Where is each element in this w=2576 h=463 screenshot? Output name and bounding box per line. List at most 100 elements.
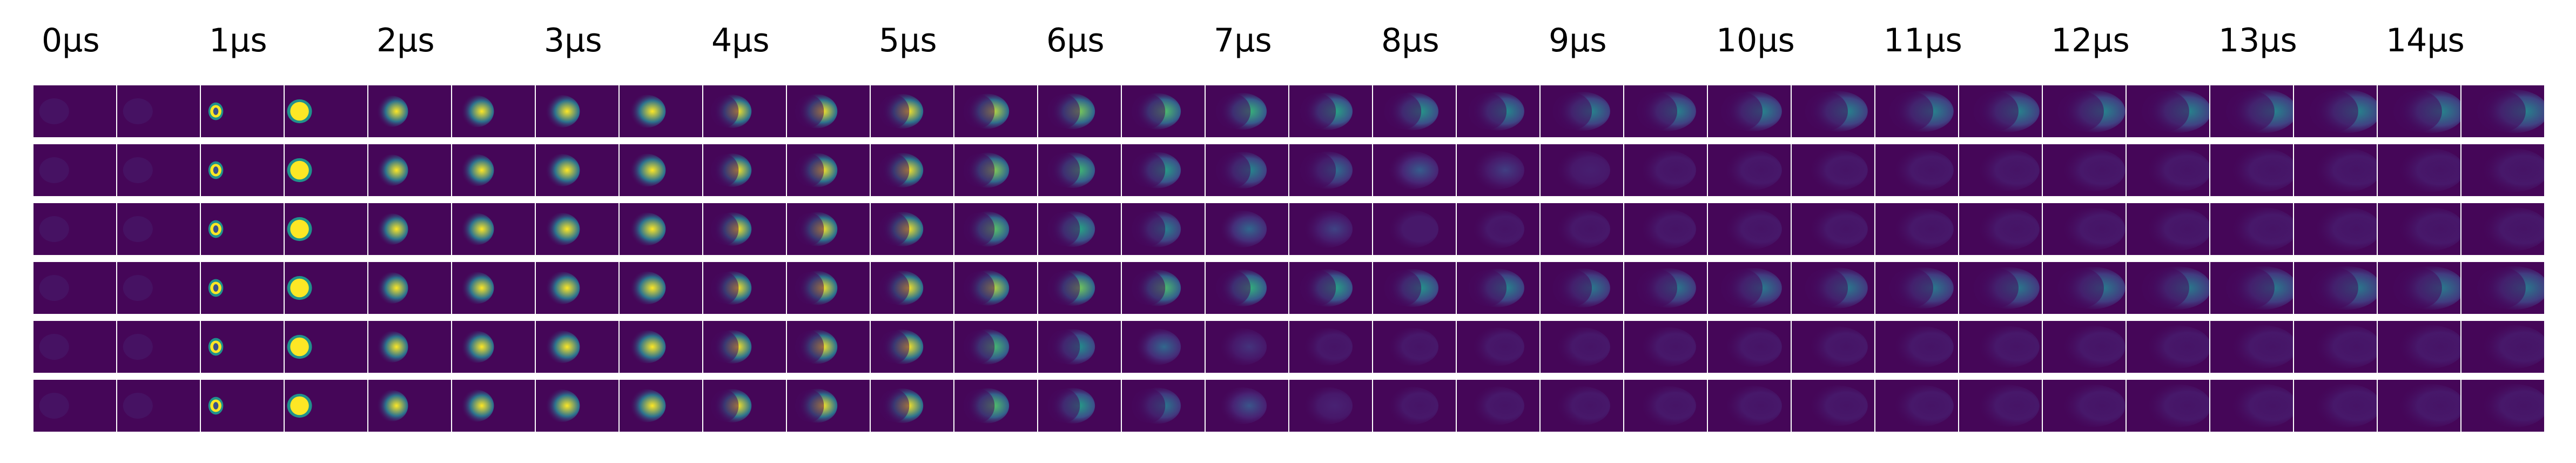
frame-image: [1875, 85, 1958, 137]
frame-image: [536, 380, 618, 432]
frame-image: [368, 262, 451, 314]
frame-image: [2043, 203, 2126, 255]
frame-image: [1792, 203, 1874, 255]
frame-image: [33, 203, 116, 255]
frame-image: [2378, 85, 2460, 137]
frame-image: [33, 85, 116, 137]
frame-image: [1959, 262, 2042, 314]
frame-image: [787, 380, 870, 432]
frame-image: [285, 262, 367, 314]
frame-image: [871, 85, 953, 137]
frame-image: [1373, 321, 1456, 373]
frame-image: [1206, 262, 1288, 314]
frame-image: [1624, 380, 1707, 432]
frame-image: [1792, 262, 1874, 314]
frame-image: [871, 144, 953, 196]
frame-image: [954, 203, 1037, 255]
frame-image: [201, 321, 284, 373]
frame-image: [368, 321, 451, 373]
frame-image: [1122, 203, 1205, 255]
frame-image: [1792, 144, 1874, 196]
frame-image: [954, 144, 1037, 196]
frame-image: [368, 380, 451, 432]
frame-image: [2127, 262, 2209, 314]
frame-image: [536, 144, 618, 196]
frame-image: [1457, 144, 1539, 196]
frame-image: [787, 85, 870, 137]
frame-image: [1122, 144, 1205, 196]
frame-image: [1206, 85, 1288, 137]
frame-image: [285, 144, 367, 196]
frame-image: [703, 203, 786, 255]
time-label: 9µs: [1549, 22, 1607, 59]
frame-image: [368, 203, 451, 255]
frame-image: [1624, 321, 1707, 373]
frame-image: [2461, 144, 2544, 196]
frame-image: [871, 380, 953, 432]
frame-image: [2461, 380, 2544, 432]
frame-image: [2127, 380, 2209, 432]
frame-image: [452, 262, 535, 314]
frame-image: [1373, 262, 1456, 314]
frame-image: [285, 85, 367, 137]
frame-image: [1122, 85, 1205, 137]
frame-image: [2210, 85, 2293, 137]
time-label: 2µs: [376, 22, 435, 59]
frame-image: [201, 144, 284, 196]
frame-image: [2294, 203, 2377, 255]
frame-image: [2461, 321, 2544, 373]
frame-image: [117, 321, 200, 373]
frame-image: [2210, 262, 2293, 314]
frame-image: [2210, 203, 2293, 255]
frame-image: [2043, 85, 2126, 137]
frame-image: [2461, 203, 2544, 255]
time-label: 6µs: [1046, 22, 1105, 59]
frame-image: [1875, 380, 1958, 432]
time-label: 8µs: [1381, 22, 1440, 59]
frame-image: [620, 144, 702, 196]
frame-image: [1206, 144, 1288, 196]
time-label: 7µs: [1214, 22, 1272, 59]
frame-image: [1959, 380, 2042, 432]
frame-image: [1289, 203, 1372, 255]
time-label: 5µs: [879, 22, 937, 59]
frame-image: [2127, 321, 2209, 373]
frame-image: [1038, 85, 1121, 137]
frame-image: [1708, 203, 1791, 255]
frame-image: [1373, 85, 1456, 137]
frame-image: [2294, 262, 2377, 314]
time-label: 13µs: [2218, 22, 2297, 59]
frame-image: [2043, 262, 2126, 314]
time-label: 1µs: [209, 22, 267, 59]
frame-image: [1541, 203, 1623, 255]
frame-image: [703, 321, 786, 373]
frame-image: [1122, 321, 1205, 373]
time-label: 10µs: [1716, 22, 1795, 59]
frame-image: [954, 85, 1037, 137]
frame-image: [117, 380, 200, 432]
time-label: 4µs: [711, 22, 770, 59]
frame-image: [787, 203, 870, 255]
time-label: 0µs: [42, 22, 100, 59]
frame-image: [1038, 262, 1121, 314]
frame-image: [1289, 380, 1372, 432]
frame-image: [2378, 203, 2460, 255]
frame-image: [1457, 262, 1539, 314]
frame-image: [1624, 85, 1707, 137]
frame-image: [1289, 262, 1372, 314]
frame-image: [1457, 85, 1539, 137]
frame-image: [1959, 144, 2042, 196]
frame-image: [1875, 321, 1958, 373]
frame-image: [536, 85, 618, 137]
frame-image: [368, 144, 451, 196]
frame-image: [452, 144, 535, 196]
frame-image: [954, 380, 1037, 432]
frame-image: [1541, 85, 1623, 137]
frame-image: [1792, 85, 1874, 137]
frame-image: [1708, 321, 1791, 373]
frame-image: [1624, 203, 1707, 255]
frame-image: [620, 85, 702, 137]
frame-image: [1038, 144, 1121, 196]
frame-image: [2043, 144, 2126, 196]
frame-image: [452, 203, 535, 255]
